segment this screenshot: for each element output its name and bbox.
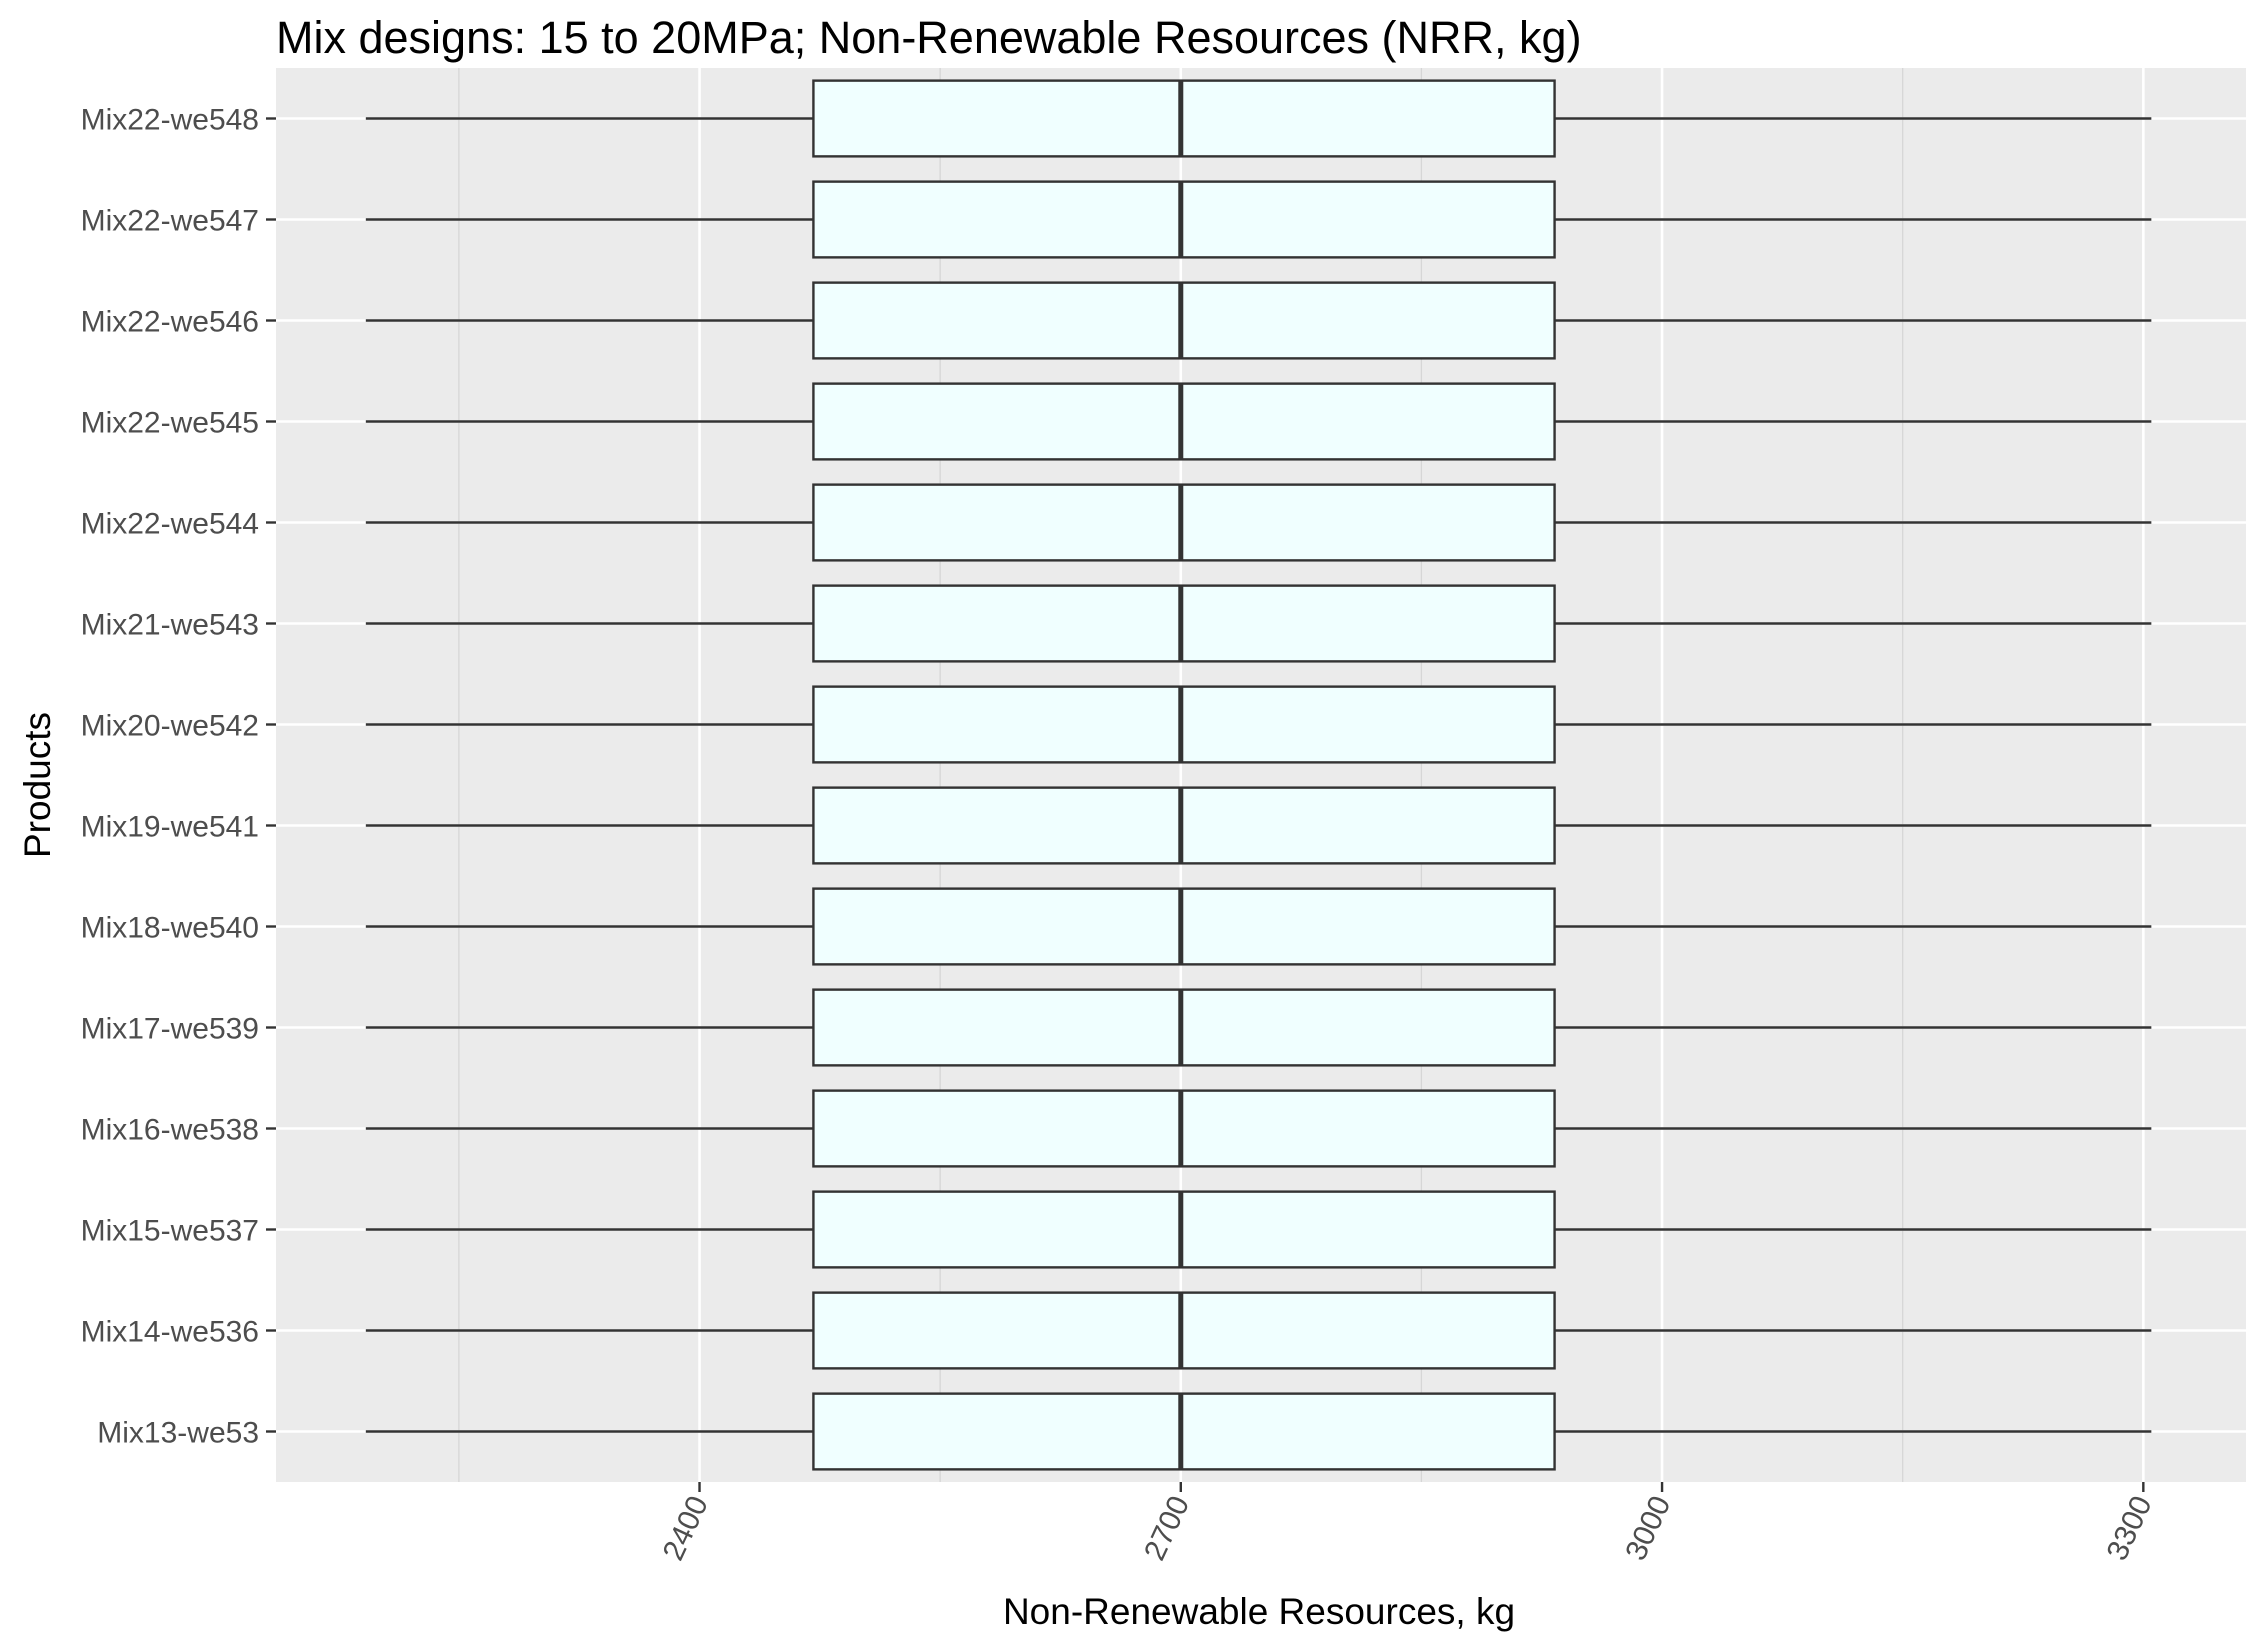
y-tick-label: Mix22-we544 — [81, 508, 259, 541]
x-tick-label: 2400 — [657, 1491, 715, 1565]
plot-panel — [276, 68, 2246, 1482]
box-iqr — [812, 1291, 1556, 1370]
box-iqr — [812, 584, 1556, 663]
box-plot-item — [365, 988, 2152, 1067]
box-iqr — [812, 1089, 1556, 1168]
x-axis-title: Non-Renewable Resources, kg — [1003, 1591, 1515, 1632]
box-plot-item — [365, 786, 2152, 865]
y-axis: Mix13-we53 Mix14-we536 Mix15-we537 Mix16-we… — [81, 104, 276, 1450]
box-plot-item — [365, 180, 2152, 259]
box-iqr — [812, 685, 1556, 764]
y-tick-label: Mix15-we537 — [81, 1215, 259, 1248]
box-iqr — [812, 180, 1556, 259]
y-tick-label: Mix21-we543 — [81, 609, 259, 642]
box-iqr — [812, 1392, 1556, 1471]
box-plot-item — [365, 281, 2152, 360]
y-tick-label: Mix16-we538 — [81, 1114, 259, 1147]
box-iqr — [812, 1190, 1556, 1269]
box-iqr — [812, 887, 1556, 966]
y-tick-label: Mix13-we53 — [97, 1417, 259, 1450]
y-tick-label: Mix18-we540 — [81, 912, 259, 945]
y-tick-label: Mix20-we542 — [81, 710, 259, 743]
box-plot-item — [365, 382, 2152, 461]
y-tick-label: Mix22-we545 — [81, 407, 259, 440]
box-plot-item — [365, 1291, 2152, 1370]
y-tick-label: Mix22-we548 — [81, 104, 259, 137]
box-series — [365, 79, 2152, 1471]
box-iqr — [812, 786, 1556, 865]
box-plot-item — [365, 79, 2152, 158]
box-plot-item — [365, 1392, 2152, 1471]
x-tick-label: 2700 — [1138, 1491, 1196, 1565]
box-iqr — [812, 483, 1556, 562]
x-tick-label: 3300 — [2101, 1491, 2159, 1565]
box-plot-item — [365, 483, 2152, 562]
box-iqr — [812, 281, 1556, 360]
y-tick-label: Mix22-we547 — [81, 205, 259, 238]
y-tick-label: Mix14-we536 — [81, 1316, 259, 1349]
box-plot-item — [365, 887, 2152, 966]
box-iqr — [812, 79, 1556, 158]
y-tick-label: Mix19-we541 — [81, 811, 259, 844]
box-plot-item — [365, 685, 2152, 764]
x-axis: 2400 2700 3000 3300 — [657, 1482, 2159, 1565]
box-iqr — [812, 382, 1556, 461]
box-plot-item — [365, 1089, 2152, 1168]
chart-title: Mix designs: 15 to 20MPa; Non-Renewable … — [276, 12, 1582, 63]
y-tick-label: Mix17-we539 — [81, 1013, 259, 1046]
box-plot-item — [365, 584, 2152, 663]
y-axis-title: Products — [17, 712, 58, 858]
box-iqr — [812, 988, 1556, 1067]
y-tick-label: Mix22-we546 — [81, 306, 259, 339]
box-plot-item — [365, 1190, 2152, 1269]
x-tick-label: 3000 — [1619, 1491, 1677, 1565]
